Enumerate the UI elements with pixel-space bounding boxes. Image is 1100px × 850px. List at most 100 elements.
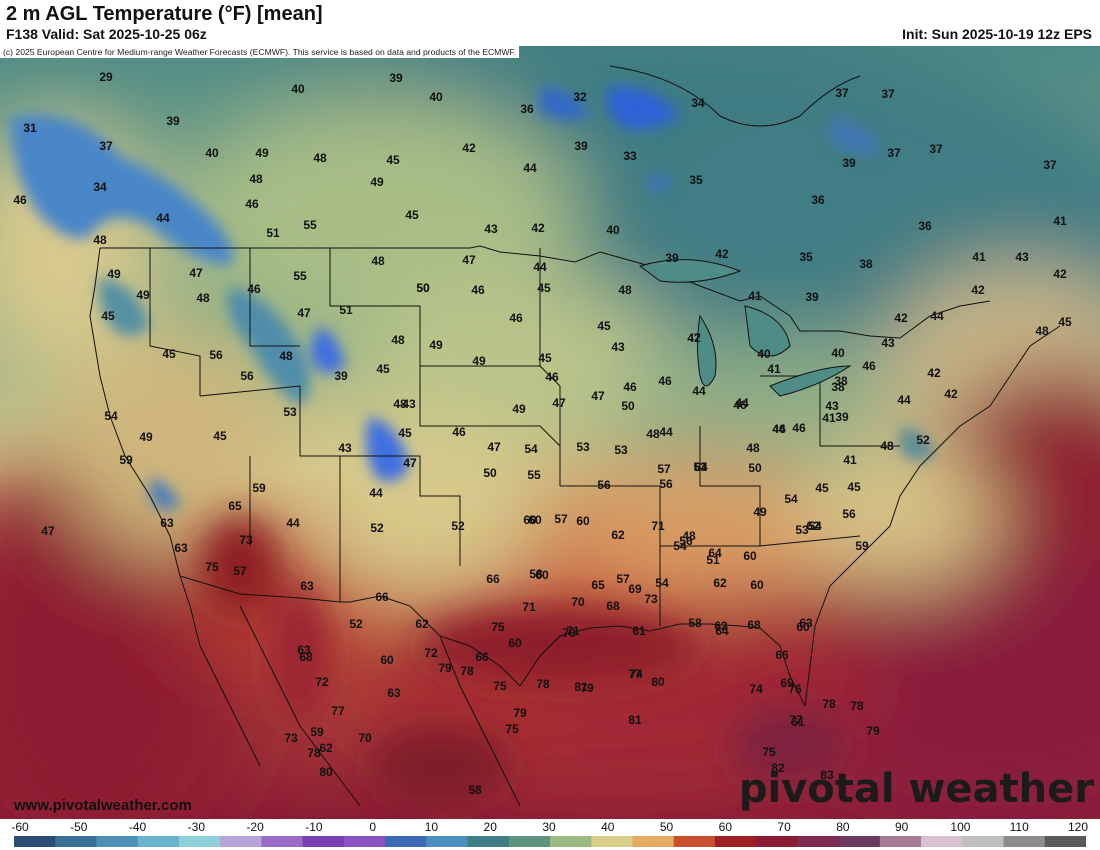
temperature-label: 44 bbox=[659, 425, 673, 439]
temperature-label: 79 bbox=[580, 681, 594, 695]
temperature-label: 69 bbox=[780, 676, 794, 690]
color-bar-segment bbox=[962, 836, 1005, 847]
color-bar-segment bbox=[797, 836, 840, 847]
temperature-label: 54 bbox=[524, 442, 538, 456]
temperature-label: 40 bbox=[291, 82, 305, 96]
temperature-label: 55 bbox=[527, 468, 541, 482]
temperature-label: 72 bbox=[424, 646, 438, 660]
temperature-label: 44 bbox=[533, 260, 547, 274]
temperature-label: 59 bbox=[252, 481, 266, 495]
temperature-label: 43 bbox=[1015, 250, 1029, 264]
temperature-label: 63 bbox=[297, 643, 311, 657]
legend-tick-label: 30 bbox=[542, 820, 556, 834]
temperature-label: 40 bbox=[831, 346, 845, 360]
temperature-label: 41 bbox=[767, 362, 781, 376]
temperature-label: 45 bbox=[162, 347, 176, 361]
color-bar-segment bbox=[261, 836, 304, 847]
legend-tick-label: -50 bbox=[70, 820, 88, 834]
temperature-label: 45 bbox=[847, 480, 861, 494]
temperature-label: 49 bbox=[139, 430, 153, 444]
temperature-label: 44 bbox=[772, 422, 786, 436]
temperature-label: 54 bbox=[808, 519, 822, 533]
temperature-label: 37 bbox=[1043, 158, 1057, 172]
temperature-label: 51 bbox=[266, 226, 280, 240]
temperature-label: 68 bbox=[606, 599, 620, 613]
map-title: 2 m AGL Temperature (°F) [mean] bbox=[6, 3, 323, 25]
color-bar-segment bbox=[756, 836, 798, 847]
temperature-label: 48 bbox=[393, 397, 407, 411]
temperature-label: 46 bbox=[545, 370, 559, 384]
great-lakes-superior bbox=[638, 259, 742, 283]
temperature-label: 47 bbox=[403, 456, 417, 470]
temperature-label: 54 bbox=[655, 576, 669, 590]
us-canada-border bbox=[100, 245, 991, 339]
temperature-label: 48 bbox=[682, 529, 696, 543]
color-legend: -60 -50 -40 -30 -20 -10 0 10 20 30 40 50 60 70 80 90 100… bbox=[0, 819, 1100, 850]
temperature-label: 42 bbox=[944, 387, 958, 401]
color-bar-segment bbox=[220, 836, 262, 847]
temperature-label: 43 bbox=[338, 441, 352, 455]
temperature-label: 42 bbox=[1053, 267, 1067, 281]
temperature-label: 39 bbox=[334, 369, 348, 383]
temperature-label: 44 bbox=[156, 211, 170, 225]
temperature-label: 44 bbox=[286, 516, 300, 530]
temperature-label: 62 bbox=[415, 617, 429, 631]
temperature-label: 64 bbox=[694, 460, 708, 474]
state-line-9 bbox=[699, 426, 761, 546]
temperature-label: 36 bbox=[520, 102, 534, 116]
temperature-label: 82 bbox=[771, 761, 785, 775]
great-lakes-huron bbox=[744, 305, 791, 357]
color-bar-segment bbox=[921, 836, 963, 847]
temperature-label: 39 bbox=[805, 290, 819, 304]
temperature-label: 56 bbox=[679, 534, 693, 548]
temperature-label: 66 bbox=[486, 572, 500, 586]
east-coast bbox=[804, 325, 1061, 707]
temperature-label: 38 bbox=[859, 257, 873, 271]
temperature-label: 43 bbox=[484, 222, 498, 236]
state-line-2 bbox=[199, 385, 461, 566]
color-bar-segment bbox=[550, 836, 592, 847]
temperature-label: 45 bbox=[398, 426, 412, 440]
temperature-map[interactable]: 29 39 40 40 32 34 37 37 31 39 36 37 40 49 48 45 42 39 33 39… bbox=[0, 46, 1100, 819]
temperature-label: 49 bbox=[136, 288, 150, 302]
legend-tick-label: 50 bbox=[659, 820, 674, 834]
temperature-label: 49 bbox=[370, 175, 384, 189]
temperature-label: 45 bbox=[101, 309, 115, 323]
temperature-label: 53 bbox=[693, 460, 707, 474]
temperature-label: 43 bbox=[611, 340, 625, 354]
temperature-label: 48 bbox=[93, 233, 107, 247]
temperature-label: 45 bbox=[538, 351, 552, 365]
legend-tick-label: -60 bbox=[11, 820, 29, 834]
temperature-label: 35 bbox=[689, 173, 703, 187]
temperature-label: 60 bbox=[508, 636, 522, 650]
color-bar-segment bbox=[137, 836, 180, 847]
color-bar-segment bbox=[632, 836, 675, 847]
temperature-label: 46 bbox=[862, 359, 876, 373]
temperature-label: 50 bbox=[748, 461, 762, 475]
temperature-label: 53 bbox=[795, 523, 809, 537]
temperature-label: 56 bbox=[842, 507, 856, 521]
temperature-label: 36 bbox=[918, 219, 932, 233]
website-link[interactable]: www.pivotalweather.com bbox=[14, 797, 192, 814]
hudson-bay-coast bbox=[609, 65, 861, 127]
temperature-label: 53 bbox=[283, 405, 297, 419]
temperature-label: 46 bbox=[247, 282, 261, 296]
temperature-label: 46 bbox=[13, 193, 27, 207]
temperature-label: 45 bbox=[386, 153, 400, 167]
temperature-label: 58 bbox=[688, 616, 702, 630]
legend-tick-label: 90 bbox=[894, 820, 909, 834]
temperature-label: 48 bbox=[618, 283, 632, 297]
legend-tick-label: 0 bbox=[369, 820, 376, 834]
temperature-label: 51 bbox=[339, 303, 353, 317]
temperature-label: 73 bbox=[284, 731, 298, 745]
temperature-label: 39 bbox=[389, 71, 403, 85]
temperature-label: 63 bbox=[799, 616, 813, 630]
temperature-label: 66 bbox=[375, 590, 389, 604]
legend-tick-label: -40 bbox=[128, 820, 147, 834]
temperature-label: 49 bbox=[512, 402, 526, 416]
temperature-label: 60 bbox=[750, 578, 764, 592]
temperature-label: 75 bbox=[205, 560, 219, 574]
temperature-label: 77 bbox=[628, 667, 642, 681]
legend-tick-label: 100 bbox=[950, 820, 971, 834]
color-bar-segment bbox=[1003, 836, 1046, 847]
